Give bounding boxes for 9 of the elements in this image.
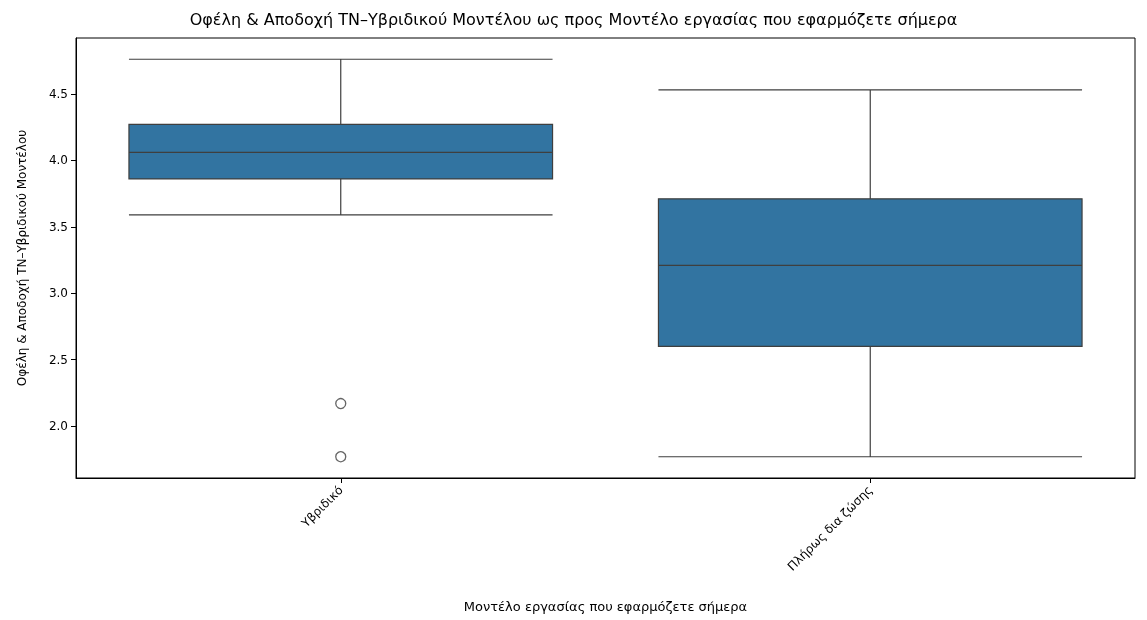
chart-title: Οφέλη & Αποδοχή ΤΝ–Υβριδικού Μοντέλου ως προς Μοντέλο εργασίας που εφαρμόζετε σήμερα (189, 9, 958, 29)
y-axis-title: Οφέλη & Αποδοχή ΤΝ–Υβριδικού Μοντέλου (15, 129, 29, 387)
y-tick-label: 4.5 (48, 86, 68, 101)
y-tick-label: 4.0 (48, 153, 68, 168)
y-tick-label: 3.0 (48, 286, 68, 301)
y-tick-label: 2.5 (48, 352, 68, 367)
y-tick-label: 2.0 (48, 419, 68, 434)
y-tick-label: 3.5 (48, 219, 68, 234)
x-axis-title: Μοντέλο εργασίας που εφαρμόζετε σήμερα (463, 599, 748, 614)
